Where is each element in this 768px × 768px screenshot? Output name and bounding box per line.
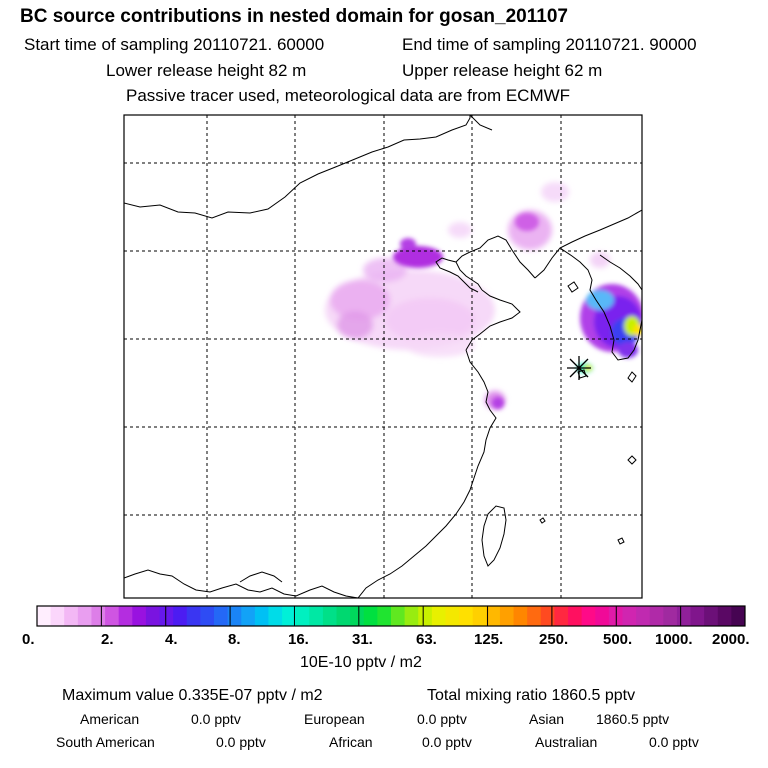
region-asian-label: Asian — [529, 711, 565, 727]
color-scale-bar — [37, 606, 746, 626]
color-scale-swatch — [540, 606, 555, 626]
color-scale-swatch — [350, 606, 365, 626]
color-scale-swatch — [391, 606, 406, 626]
figure-title: BC source contributions in nested domain… — [20, 6, 568, 27]
receptor-marker-icon — [567, 356, 591, 380]
scale-label: 1000. — [655, 631, 693, 648]
color-scale-swatch — [173, 606, 188, 626]
scale-label: 63. — [416, 631, 437, 648]
region-european-label: European — [304, 711, 365, 727]
color-scale-swatch — [295, 606, 310, 626]
color-scale-swatch — [595, 606, 610, 626]
color-scale-swatch — [186, 606, 201, 626]
color-scale-swatch — [676, 606, 692, 626]
color-scale-swatch — [254, 606, 269, 626]
color-scale-swatch — [418, 606, 433, 626]
end-time-label: End time of sampling 20110721. 90000 — [402, 35, 697, 54]
region-african-label: African — [329, 734, 373, 750]
scale-label: 500. — [603, 631, 633, 648]
region-american-value: 0.0 pptv — [191, 711, 241, 727]
region-american-label: American — [80, 711, 140, 727]
color-scale-swatch — [91, 606, 106, 626]
color-scale-swatch — [568, 606, 583, 626]
color-scale-swatch — [404, 606, 419, 626]
scale-label: 2000. — [712, 631, 750, 648]
scale-label: 2. — [101, 631, 114, 648]
color-scale-swatch — [132, 606, 147, 626]
scale-label: 125. — [474, 631, 504, 648]
color-scale-swatch — [363, 606, 378, 626]
scale-units: 10E-10 pptv / m2 — [300, 654, 422, 671]
color-scale-swatch — [527, 606, 542, 626]
scale-label: 8. — [228, 631, 241, 648]
scale-label: 16. — [288, 631, 309, 648]
color-scale-swatch — [214, 606, 229, 626]
color-scale-swatch — [50, 606, 65, 626]
upper-release-height-label: Upper release height 62 m — [402, 61, 603, 80]
color-scale-swatch — [472, 606, 487, 626]
lower-release-height-label: Lower release height 82 m — [106, 61, 307, 80]
coastlines — [124, 115, 642, 598]
color-scale-swatch — [336, 606, 351, 626]
map-frame — [123, 114, 643, 599]
color-scale-swatch — [282, 606, 297, 626]
start-time-label: Start time of sampling 20110721. 60000 — [24, 35, 325, 54]
color-scale-swatch — [37, 606, 52, 626]
region-south-american-label: South American — [56, 734, 155, 750]
color-scale-swatch — [268, 606, 283, 626]
color-scale-swatch — [649, 606, 664, 626]
color-scale-swatch — [717, 606, 732, 626]
scale-label: 0. — [22, 631, 35, 648]
color-scale-swatch — [64, 606, 79, 626]
color-scale-swatch — [663, 606, 678, 626]
max-value-text: Maximum value 0.335E-07 pptv / m2 — [62, 687, 323, 704]
region-african-value: 0.0 pptv — [422, 734, 472, 750]
color-scale-swatch — [77, 606, 92, 626]
color-scale-swatch — [554, 606, 569, 626]
color-scale-swatch — [445, 606, 460, 626]
region-south-american-value: 0.0 pptv — [216, 734, 266, 750]
color-scale-swatch — [227, 606, 242, 626]
color-scale-swatch — [581, 606, 596, 626]
color-scale-swatch — [309, 606, 324, 626]
concentration-field — [325, 182, 642, 409]
color-scale-swatch — [431, 606, 446, 626]
scale-label: 250. — [539, 631, 569, 648]
color-scale-swatch — [499, 606, 515, 626]
color-scale-swatch — [377, 606, 392, 626]
tracer-note: Passive tracer used, meteorological data… — [126, 86, 571, 105]
color-scale-swatch — [486, 606, 501, 626]
color-scale-swatch — [459, 606, 474, 626]
region-asian-value: 1860.5 pptv — [596, 711, 670, 727]
color-scale-swatch — [690, 606, 705, 626]
total-mixing-ratio-text: Total mixing ratio 1860.5 pptv — [427, 687, 636, 704]
region-european-value: 0.0 pptv — [417, 711, 467, 727]
grid-lines — [124, 115, 642, 598]
color-scale-swatch — [322, 606, 338, 626]
color-scale-swatch — [105, 606, 120, 626]
color-scale-swatch — [159, 606, 174, 626]
scale-label: 31. — [352, 631, 373, 648]
scale-label: 4. — [165, 631, 178, 648]
color-scale-swatch — [241, 606, 256, 626]
color-scale-swatch — [731, 606, 746, 626]
color-scale-swatch — [636, 606, 651, 626]
map-plot-area — [124, 115, 642, 598]
color-scale-swatch — [118, 606, 133, 626]
color-scale-swatch — [200, 606, 215, 626]
color-scale-swatch — [704, 606, 719, 626]
region-australian-label: Australian — [535, 734, 598, 750]
color-scale-swatch — [145, 606, 161, 626]
color-scale-swatch — [622, 606, 637, 626]
region-australian-value: 0.0 pptv — [649, 734, 699, 750]
color-scale-swatch — [513, 606, 528, 626]
